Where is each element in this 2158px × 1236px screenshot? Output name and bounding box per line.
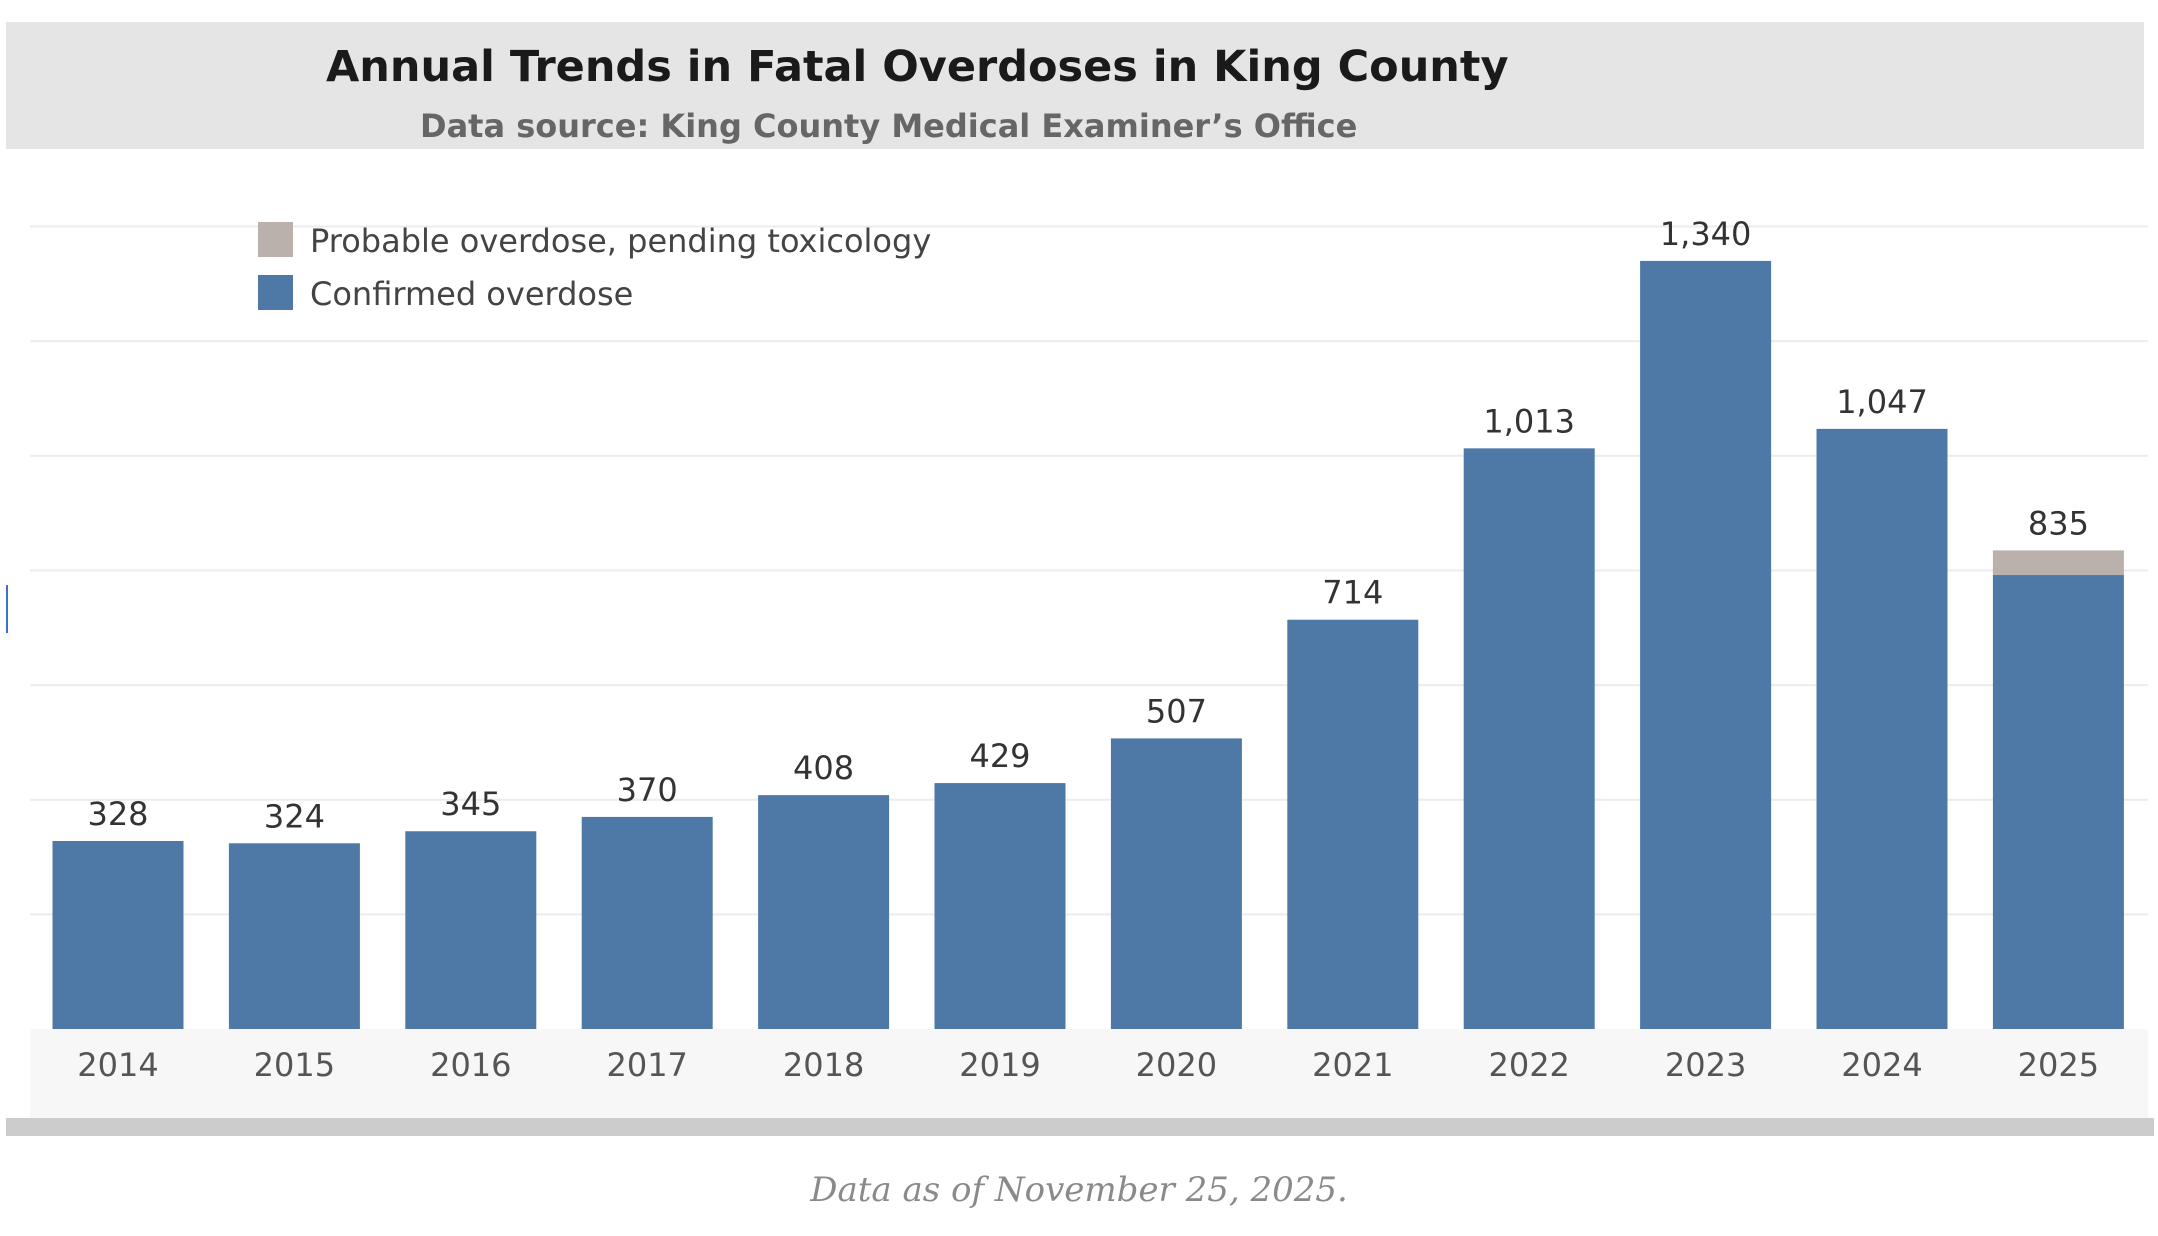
x-tick-label-2024: 2024 (1841, 1046, 1922, 1084)
data-label-2019: 429 (969, 737, 1030, 775)
bar-confirmed-2015 (228, 843, 360, 1029)
x-axis-band (30, 1029, 2148, 1119)
data-label-2021: 714 (1322, 574, 1383, 612)
bar-confirmed-2024 (1816, 428, 1948, 1029)
x-tick-label-2019: 2019 (959, 1046, 1040, 1084)
x-tick-label-2022: 2022 (1488, 1046, 1569, 1084)
x-tick-label-2015: 2015 (254, 1046, 335, 1084)
edge-marker (6, 585, 8, 633)
legend-label-1: Confirmed overdose (310, 275, 633, 313)
bar-chart: 328 2014 324 2015 345 2016 370 2017 408 2018 429 20… (30, 215, 2148, 1119)
data-label-2018: 408 (793, 749, 854, 787)
data-label-2023: 1,340 (1660, 215, 1752, 253)
bar-confirmed-2017 (581, 816, 713, 1029)
data-label-2025: 835 (2028, 504, 2089, 542)
data-label-2016: 345 (440, 785, 501, 823)
bar-confirmed-2018 (758, 795, 890, 1029)
data-label-2020: 507 (1146, 692, 1207, 730)
data-label-2014: 328 (87, 795, 148, 833)
bar-confirmed-2025 (1992, 575, 2124, 1029)
chart-title: Annual Trends in Fatal Overdoses in King… (326, 42, 1509, 92)
bar-probable-2025 (1992, 550, 2124, 576)
legend-label-0: Probable overdose, pending toxicology (310, 222, 931, 260)
bottom-band (6, 1118, 2154, 1136)
data-label-2022: 1,013 (1483, 402, 1575, 440)
legend-swatch-0 (258, 222, 293, 257)
bar-confirmed-2023 (1640, 260, 1772, 1029)
data-label-2015: 324 (264, 797, 325, 835)
x-tick-label-2023: 2023 (1665, 1046, 1746, 1084)
chart-area: 328 2014 324 2015 345 2016 370 2017 408 2018 429 20… (0, 149, 2158, 1129)
legend-swatch-1 (258, 275, 293, 310)
bar-confirmed-2019 (934, 783, 1066, 1029)
data-label-2024: 1,047 (1836, 383, 1928, 421)
x-tick-label-2017: 2017 (606, 1046, 687, 1084)
chart-subtitle: Data source: King County Medical Examine… (420, 107, 1358, 145)
x-tick-label-2014: 2014 (77, 1046, 158, 1084)
bar-confirmed-2021 (1287, 619, 1419, 1029)
header-band: Annual Trends in Fatal Overdoses in King… (6, 22, 2144, 149)
bar-confirmed-2014 (52, 840, 184, 1029)
bar-confirmed-2022 (1463, 448, 1595, 1029)
x-tick-label-2021: 2021 (1312, 1046, 1393, 1084)
x-tick-label-2025: 2025 (2018, 1046, 2099, 1084)
x-tick-label-2020: 2020 (1136, 1046, 1217, 1084)
data-label-2017: 370 (617, 771, 678, 809)
bar-confirmed-2016 (405, 831, 537, 1029)
footnote: Data as of November 25, 2025. (810, 1170, 1348, 1210)
x-tick-label-2018: 2018 (783, 1046, 864, 1084)
bar-confirmed-2020 (1110, 738, 1242, 1029)
x-tick-label-2016: 2016 (430, 1046, 511, 1084)
